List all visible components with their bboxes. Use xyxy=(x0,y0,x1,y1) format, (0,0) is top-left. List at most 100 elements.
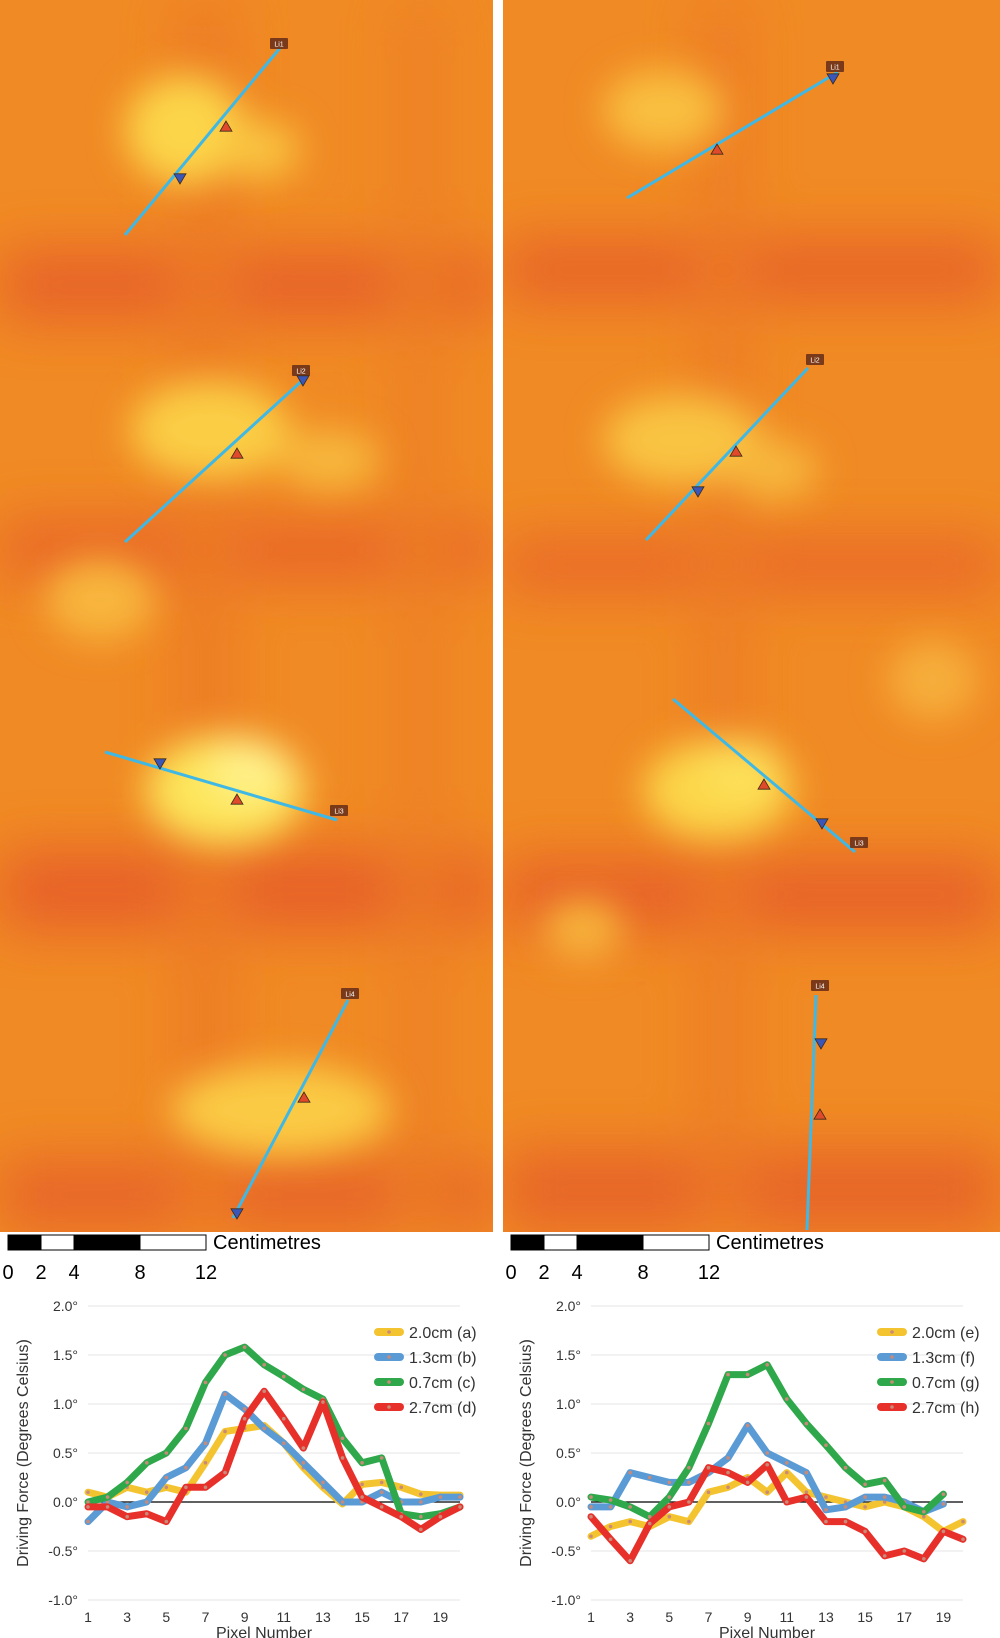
data-point xyxy=(203,1441,208,1445)
data-point xyxy=(608,1498,613,1502)
data-point xyxy=(706,1465,711,1470)
scale-tick-label: 0 xyxy=(2,1262,13,1284)
data-point xyxy=(105,1500,110,1504)
series-line xyxy=(587,1461,967,1565)
marker-down-icon xyxy=(815,818,829,830)
data-point xyxy=(379,1490,384,1494)
legend-label: 1.3cm (b) xyxy=(409,1350,477,1367)
data-point xyxy=(843,1465,848,1470)
data-point xyxy=(745,1372,750,1377)
profile-lines-right: Li1 Li2 Li3 Li4 xyxy=(626,61,868,1231)
marker-up-icon xyxy=(710,143,724,155)
scale-bar-left: Centimetres 0 2 4 8 12 xyxy=(0,1232,493,1288)
data-point xyxy=(458,1505,462,1509)
marker-down-icon xyxy=(230,1208,244,1220)
hotspot xyxy=(603,395,763,485)
data-point xyxy=(961,1537,965,1542)
line-label: Li1 xyxy=(830,65,839,72)
data-point xyxy=(941,1529,946,1534)
y-axis-label: Driving Force (Degrees Celsius) xyxy=(518,1339,535,1567)
legend-swatch-dot xyxy=(387,1380,391,1384)
scale-tick-label: 0 xyxy=(505,1262,516,1284)
data-point xyxy=(301,1446,306,1450)
y-axis-label: Driving Force (Degrees Celsius) xyxy=(15,1339,32,1567)
data-point xyxy=(863,1482,867,1487)
data-point xyxy=(321,1400,325,1404)
x-tick-label: 7 xyxy=(202,1609,210,1625)
line-label-box xyxy=(270,38,288,49)
scale-tick-label: 12 xyxy=(698,1262,720,1284)
data-point xyxy=(144,1490,149,1494)
data-point xyxy=(745,1480,750,1485)
data-point xyxy=(164,1475,169,1480)
data-point xyxy=(203,1485,208,1490)
hotspot xyxy=(170,1065,390,1155)
x-tick-label: 9 xyxy=(744,1609,752,1625)
data-point xyxy=(687,1500,691,1504)
data-point xyxy=(105,1495,110,1499)
data-point xyxy=(242,1407,247,1411)
data-point xyxy=(86,1490,90,1494)
marker-down-icon xyxy=(173,173,187,185)
data-point xyxy=(399,1485,404,1490)
data-point xyxy=(843,1519,848,1524)
data-point xyxy=(765,1451,770,1455)
scale-bar-right-svg: Centimetres 0 2 4 8 12 xyxy=(505,1232,823,1284)
y-tick-label: 2.0° xyxy=(556,1298,581,1314)
line-label: Li3 xyxy=(854,841,863,848)
data-point xyxy=(922,1557,926,1561)
line-label-box xyxy=(850,837,868,848)
data-point xyxy=(419,1514,423,1519)
data-point xyxy=(706,1421,711,1426)
x-tick-label: 15 xyxy=(857,1609,873,1625)
x-tick-label: 9 xyxy=(241,1609,249,1625)
scale-unit-label: Centimetres xyxy=(213,1232,321,1254)
scale-segment xyxy=(7,1234,42,1251)
data-point xyxy=(726,1456,730,1460)
data-point xyxy=(262,1426,267,1431)
data-point xyxy=(419,1500,423,1504)
data-point xyxy=(922,1510,926,1514)
marker-up-icon xyxy=(230,447,244,459)
scale-tick-label: 2 xyxy=(538,1262,549,1284)
data-point xyxy=(647,1475,652,1480)
line-label: Li2 xyxy=(810,358,819,365)
map-background xyxy=(503,0,1000,1232)
series-line xyxy=(84,1343,464,1521)
data-point xyxy=(765,1462,770,1467)
y-tick-label: -0.5° xyxy=(48,1543,78,1559)
data-point xyxy=(223,1353,227,1357)
data-point xyxy=(941,1492,946,1496)
data-point xyxy=(824,1443,828,1447)
data-point xyxy=(144,1500,149,1504)
data-point xyxy=(203,1461,208,1465)
data-point xyxy=(667,1495,672,1499)
legend-label: 1.3cm (f) xyxy=(912,1350,975,1367)
data-point xyxy=(105,1505,110,1509)
data-point xyxy=(184,1465,188,1470)
data-point xyxy=(360,1461,364,1465)
y-tick-label: 0.0° xyxy=(53,1494,78,1510)
data-point xyxy=(262,1363,267,1367)
data-point xyxy=(882,1495,887,1499)
scale-segment xyxy=(510,1234,545,1251)
data-point xyxy=(125,1514,129,1519)
x-tick-label: 5 xyxy=(162,1609,170,1625)
data-point xyxy=(419,1492,423,1496)
y-tick-label: -1.0° xyxy=(48,1592,78,1608)
legend-swatch-dot xyxy=(890,1405,894,1409)
data-point xyxy=(726,1470,730,1475)
data-point xyxy=(882,1500,887,1504)
legend-swatch-dot xyxy=(890,1380,894,1384)
data-point xyxy=(687,1480,691,1485)
x-tick-label: 3 xyxy=(123,1609,131,1625)
data-point xyxy=(863,1495,867,1499)
scale-bar-left-svg: Centimetres 0 2 4 8 12 xyxy=(2,1232,321,1284)
line-label: Li3 xyxy=(334,809,343,816)
data-point xyxy=(184,1485,188,1490)
y-tick-label: 0.5° xyxy=(556,1445,581,1461)
marker-up-icon xyxy=(230,793,244,805)
data-point xyxy=(804,1490,809,1494)
data-point xyxy=(647,1514,652,1519)
thermal-map-left: Li1 Li2 Li3 Li4 xyxy=(0,0,493,1232)
